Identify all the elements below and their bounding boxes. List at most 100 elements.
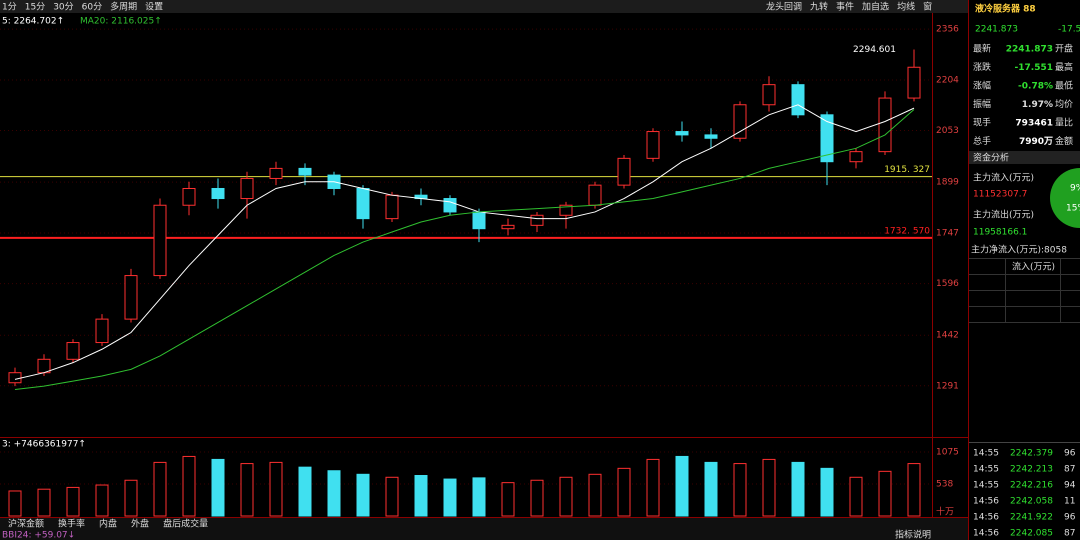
- volume-bar: [8, 490, 22, 517]
- pie: [1050, 168, 1080, 228]
- tool-button[interactable]: 30分: [53, 2, 73, 13]
- candle-body: [675, 131, 689, 136]
- candle-body: [501, 224, 515, 230]
- tool-button[interactable]: 多周期: [110, 1, 137, 13]
- candle-body: [849, 151, 863, 163]
- tool-button[interactable]: 设置: [145, 2, 163, 13]
- indicator-tab[interactable]: 换手率: [58, 518, 85, 530]
- volume-bar: [530, 479, 544, 517]
- candle-body: [733, 104, 747, 139]
- tick-price: 2241.922: [1010, 513, 1053, 523]
- indicator-tab[interactable]: 外盘: [131, 518, 149, 530]
- volume-bar: [269, 461, 283, 517]
- y-tick-label: 1747: [936, 229, 959, 239]
- quote-value: 793461: [1015, 119, 1053, 129]
- volume-bar: [327, 470, 341, 517]
- quote-label: 涨跌: [973, 62, 991, 73]
- quote-value: 2241.873: [1006, 45, 1053, 55]
- candle-body: [356, 187, 370, 220]
- tool-button[interactable]: 均线: [897, 1, 915, 13]
- tool-button[interactable]: 1分: [2, 2, 17, 13]
- stock-price: 2241.873: [975, 25, 1018, 35]
- ma-legend: 5: 2264.702↑: [2, 17, 64, 27]
- candle-body: [95, 318, 109, 344]
- flow-label: 主力流入(万元): [973, 172, 1034, 184]
- volume-bar: [588, 473, 602, 517]
- y-tick-label: 1291: [936, 381, 959, 391]
- flow-value: 11152307.7: [973, 190, 1027, 200]
- ma-line: [14, 104, 915, 380]
- tick-volume: 87: [1064, 465, 1075, 475]
- volume-bar: [704, 461, 718, 517]
- tick-time: 14:56: [973, 529, 999, 539]
- candle-body: [37, 358, 51, 374]
- flow-label: 主力净流入(万元):8058: [971, 244, 1067, 256]
- section-bar: [969, 151, 1080, 164]
- volume-bar: [733, 463, 747, 517]
- tool-button[interactable]: 窗: [923, 1, 932, 13]
- tool-button[interactable]: 龙头回调: [766, 1, 802, 13]
- tick-time: 14:56: [973, 513, 999, 523]
- tool-button[interactable]: 加自选: [862, 1, 889, 13]
- pie-label: 9%: [1070, 184, 1080, 194]
- volume-bar: [298, 466, 312, 517]
- quote-label: 现手: [973, 117, 991, 129]
- tool-button[interactable]: 事件: [836, 1, 854, 13]
- tick-time: 14:55: [973, 449, 999, 459]
- volume-bar: [414, 474, 428, 517]
- indicator-tab[interactable]: 沪深金额: [8, 518, 44, 530]
- tool-button[interactable]: 九转: [810, 1, 828, 13]
- stock-change: -17.5: [1058, 25, 1080, 35]
- y-tick-label: 1596: [936, 279, 959, 289]
- volume-bar: [617, 467, 631, 517]
- volume-bar: [182, 455, 196, 517]
- candle-body: [588, 184, 602, 206]
- volume-bar: [762, 458, 776, 517]
- volume-bar: [501, 482, 515, 517]
- candle-body: [646, 131, 660, 159]
- stock-name: 液冷服务器 88: [975, 3, 1036, 15]
- candle-body: [8, 372, 22, 384]
- volume-bar: [443, 478, 457, 517]
- help-button[interactable]: 指标说明: [895, 529, 931, 540]
- volume-bar: [356, 473, 370, 517]
- tick-price: 2242.213: [1010, 465, 1053, 475]
- volume-bar: [878, 470, 892, 517]
- indicator-tab[interactable]: 内盘: [99, 518, 117, 530]
- tick-time: 14:56: [973, 497, 999, 507]
- pie-label: 15%: [1066, 204, 1080, 214]
- footer-indicator: BBI24: +59.07↓: [2, 531, 75, 540]
- volume-bar: [385, 476, 399, 517]
- candle-body: [530, 214, 544, 226]
- quote-label: 金额: [1055, 135, 1073, 147]
- toolbar: [0, 0, 968, 13]
- volume-bar: [820, 467, 834, 517]
- flow-value: 11958166.1: [973, 228, 1027, 238]
- volume-bar: [240, 463, 254, 517]
- tool-button[interactable]: 15分: [25, 2, 45, 13]
- quote-label: 开盘: [1055, 43, 1073, 55]
- h-line-label: 1915. 327: [884, 165, 930, 175]
- tool-button[interactable]: 60分: [82, 2, 102, 13]
- ma-line: [14, 109, 915, 390]
- quote-label: 总手: [973, 135, 991, 147]
- tick-volume: 96: [1064, 449, 1076, 459]
- tick-volume: 11: [1064, 497, 1075, 507]
- candle-body: [617, 157, 631, 186]
- quote-value: 7990万: [1019, 136, 1053, 147]
- candle-body: [472, 211, 486, 230]
- indicator-tab[interactable]: 盘后成交量: [163, 518, 208, 530]
- tab-bar: [0, 518, 968, 540]
- volume-bar: [849, 476, 863, 517]
- volume-bar: [153, 461, 167, 517]
- candle-body: [704, 134, 718, 139]
- candle-body: [182, 187, 196, 206]
- candle-body: [66, 342, 80, 360]
- volume-bar: [472, 477, 486, 517]
- tick-volume: 87: [1064, 529, 1075, 539]
- volume-bar: [646, 458, 660, 517]
- quote-value: -0.78%: [1018, 82, 1053, 92]
- tick-price: 2242.379: [1010, 449, 1053, 459]
- y-tick-label: 2204: [936, 75, 959, 85]
